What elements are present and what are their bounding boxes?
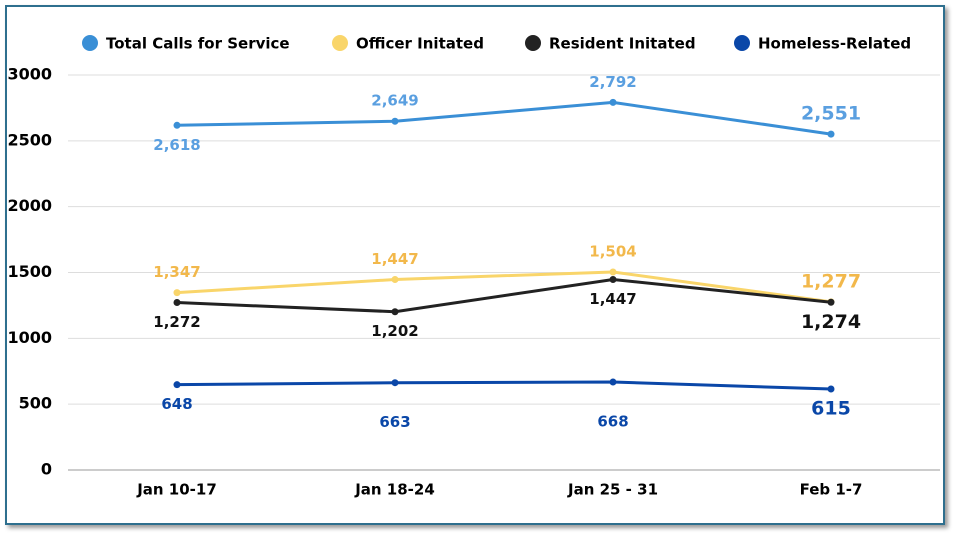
point	[391, 379, 399, 387]
data-label: 2,618	[153, 136, 200, 154]
data-label: 1,272	[153, 313, 200, 331]
data-label: 668	[597, 413, 628, 431]
point	[609, 268, 617, 276]
data-label: 1,274	[801, 311, 861, 333]
y-tick-label: 2500	[7, 130, 52, 149]
y-tick-label: 0	[41, 460, 52, 479]
data-label: 648	[161, 395, 192, 413]
data-label: 2,792	[589, 73, 636, 91]
point	[827, 130, 835, 138]
point	[827, 385, 835, 393]
point	[609, 378, 617, 386]
series-line	[176, 380, 832, 391]
data-label: 1,347	[153, 263, 200, 281]
y-tick-label: 2000	[7, 196, 52, 215]
y-tick-label: 3000	[7, 65, 52, 84]
data-label: 1,447	[589, 290, 636, 308]
legend-marker	[82, 35, 98, 51]
data-label: 1,277	[801, 270, 861, 292]
data-label: 1,447	[371, 250, 418, 268]
series-line	[176, 100, 832, 136]
legend-label: Total Calls for Service	[106, 35, 290, 53]
legend-label: Homeless-Related	[758, 35, 911, 53]
y-tick-label: 1500	[7, 262, 52, 281]
point	[391, 275, 399, 283]
x-tick-label: Jan 10-17	[136, 481, 217, 499]
x-tick-label: Jan 25 - 31	[567, 481, 658, 499]
legend-label: Resident Initated	[549, 35, 696, 53]
data-label: 1,504	[589, 242, 636, 260]
y-tick-label: 500	[19, 394, 52, 413]
point	[609, 275, 617, 283]
point	[609, 98, 617, 106]
data-label: 615	[811, 398, 851, 420]
y-tick-label: 1000	[7, 328, 52, 347]
legend-marker	[525, 35, 541, 51]
legend-label: Officer Initated	[356, 35, 484, 53]
series-line	[176, 270, 832, 304]
point	[173, 381, 181, 389]
data-label: 663	[379, 413, 410, 431]
point	[391, 117, 399, 125]
data-label: 2,551	[801, 103, 861, 125]
series-line	[176, 277, 832, 314]
point	[173, 121, 181, 129]
x-tick-label: Feb 1-7	[800, 481, 863, 499]
data-label: 1,202	[371, 322, 418, 340]
point	[173, 299, 181, 307]
point	[827, 298, 835, 306]
frame	[5, 5, 945, 525]
x-tick-label: Jan 18-24	[354, 481, 435, 499]
legend-marker	[734, 35, 750, 51]
legend-marker	[332, 35, 348, 51]
point	[173, 289, 181, 297]
point	[391, 308, 399, 316]
data-label: 2,649	[371, 92, 418, 110]
